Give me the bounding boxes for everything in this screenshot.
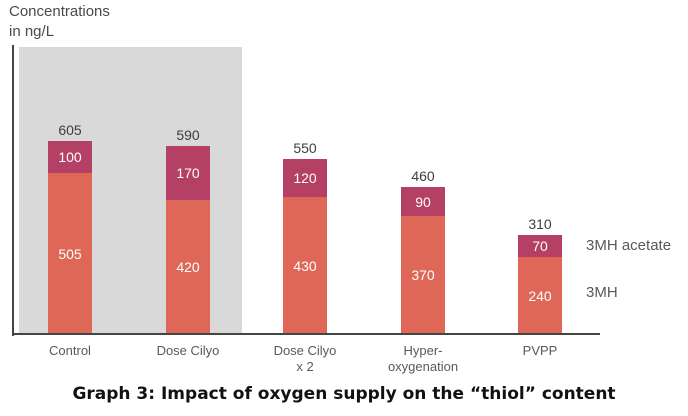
bar-total-label: 590	[176, 127, 200, 143]
legend-label-3mh: 3MH	[586, 284, 618, 301]
bar-total-label: 460	[411, 168, 435, 184]
legend-label-3mh-acetate: 3MH acetate	[586, 237, 672, 254]
bar-segment-3mh-acetate: 170	[166, 146, 210, 200]
x-axis-category-label: Hyper- oxygenation	[387, 343, 459, 374]
bar-segment-3mh-acetate: 100	[48, 141, 92, 173]
bar-segment-3mh-acetate: 120	[283, 159, 327, 197]
stacked-bar: 120 430	[283, 159, 327, 334]
bar-segment-3mh: 240	[518, 257, 562, 334]
x-axis-category-label: Control	[49, 343, 91, 358]
bar-segment-3mh: 505	[48, 173, 92, 334]
x-axis-category-label: Dose Cilyo	[156, 343, 220, 358]
x-axis-line	[12, 333, 600, 335]
chart-caption: Graph 3: Impact of oxygen supply on the …	[72, 384, 616, 404]
y-axis-label: Concentrations in ng/L	[9, 3, 110, 40]
bar-segment-3mh: 430	[283, 197, 327, 334]
stacked-bar: 170 420	[166, 146, 210, 334]
bar-total-label: 605	[58, 122, 82, 138]
x-axis-category-label: Dose Cilyo x 2	[273, 343, 337, 374]
bar-segment-3mh-acetate: 90	[401, 187, 445, 216]
bar-total-label: 550	[293, 140, 317, 156]
y-axis-line	[12, 45, 14, 336]
bar-segment-3mh: 420	[166, 200, 210, 334]
stacked-bar: 100 505	[48, 141, 92, 334]
bar-total-label: 310	[528, 216, 552, 232]
x-axis-category-label: PVPP	[522, 343, 558, 358]
stacked-bar: 70 240	[518, 235, 562, 334]
bar-segment-3mh: 370	[401, 216, 445, 334]
bar-segment-3mh-acetate: 70	[518, 235, 562, 257]
stacked-bar: 90 370	[401, 187, 445, 334]
